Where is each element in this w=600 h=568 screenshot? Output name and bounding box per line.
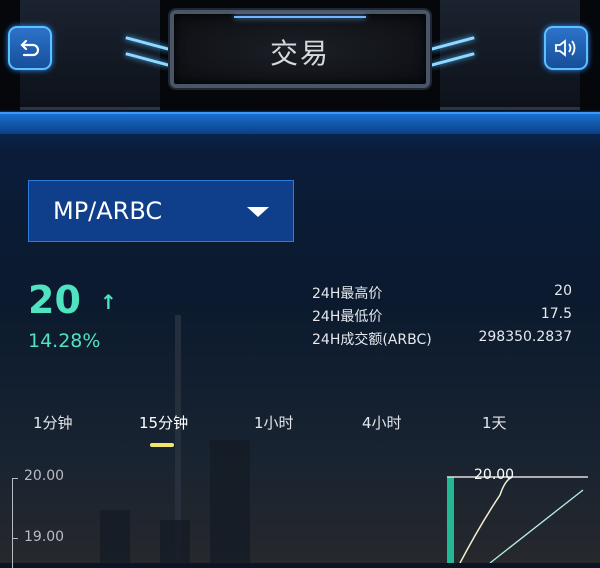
y-tick-label: 20.00 (24, 468, 65, 484)
stat-value: 298350.2837 (478, 329, 572, 345)
pair-selector[interactable]: MP/ARBC (28, 180, 294, 242)
stat-volume: 24H成交额(ARBC) 298350.2837 (312, 329, 572, 349)
stat-label: 24H最低价 (312, 309, 383, 325)
tab-4hour[interactable]: 4小时 (362, 414, 402, 432)
depth-bar (447, 477, 454, 563)
y-axis (12, 478, 13, 568)
speaker-icon (555, 39, 576, 57)
caret-down-icon (247, 207, 269, 217)
stat-value: 20 (554, 283, 572, 299)
last-price: 20 (28, 278, 81, 322)
ask-curve (489, 489, 584, 563)
arrow-up-icon: ↑ (100, 290, 117, 314)
stat-high: 24H最高价 20 (312, 283, 572, 303)
tab-1min[interactable]: 1分钟 (33, 414, 73, 432)
bid-curve (459, 476, 513, 563)
stat-label: 24H成交额(ARBC) (312, 332, 432, 348)
pair-value: MP/ARBC (53, 197, 163, 225)
tab-1hour[interactable]: 1小时 (254, 414, 294, 432)
depth-price-label: 20.00 (474, 467, 515, 483)
y-tick-label: 19.00 (24, 529, 65, 545)
sound-button[interactable] (544, 26, 588, 70)
page-title: 交易 (269, 37, 330, 70)
header-bar (0, 112, 600, 134)
depth-chart (447, 476, 588, 563)
active-tab-indicator (150, 443, 174, 447)
back-button[interactable] (8, 26, 52, 70)
stat-value: 17.5 (540, 306, 572, 322)
price-change: 14.28% (28, 330, 101, 352)
title-panel: 交易 (170, 10, 430, 88)
tab-15min[interactable]: 15分钟 (139, 414, 189, 432)
stat-low: 24H最低价 17.5 (312, 306, 572, 326)
stat-label: 24H最高价 (312, 286, 383, 302)
header: 交易 (0, 0, 600, 130)
tab-1day[interactable]: 1天 (482, 414, 507, 432)
back-arrow-icon (20, 39, 40, 57)
